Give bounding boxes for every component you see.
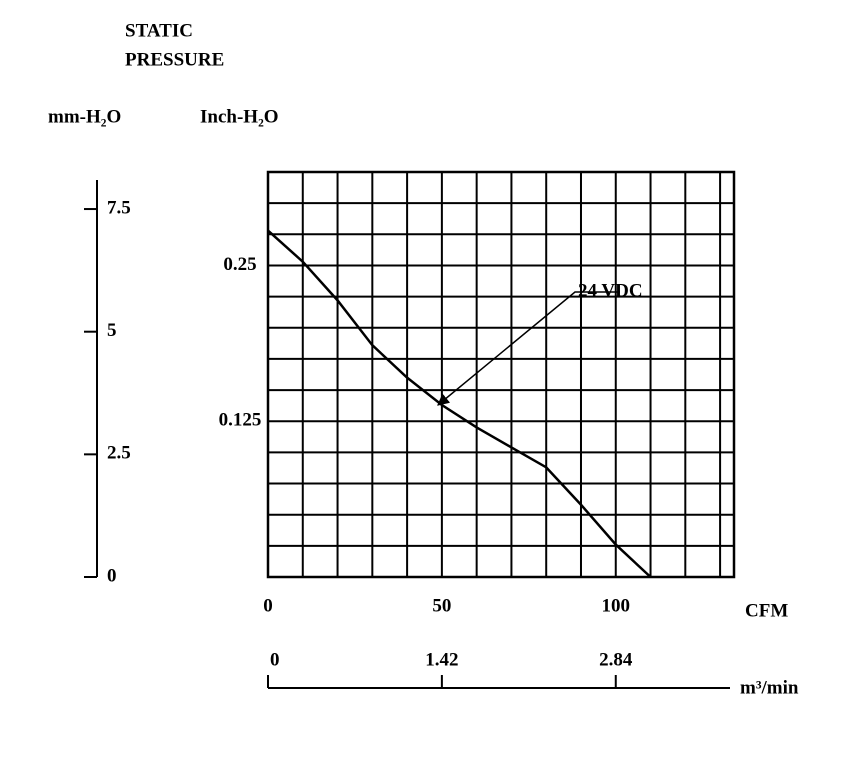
- x-tick-label: 100: [602, 595, 631, 616]
- y2-axis-label: mm-H₂O: [48, 106, 121, 127]
- y-tick-label: 0.125: [219, 410, 262, 431]
- x-tick-label: 50: [432, 595, 451, 616]
- y-tick-label: 0.25: [223, 254, 256, 275]
- y-axis-label: Inch-H₂O: [200, 106, 279, 127]
- x-axis-label: CFM: [745, 600, 788, 621]
- x2-axis-label: m³/min: [740, 677, 799, 698]
- y2-tick-label: 0: [107, 565, 117, 586]
- curve: [267, 229, 652, 578]
- y2-tick-label: 7.5: [107, 197, 131, 218]
- plot-frame: [266, 170, 736, 579]
- title-line: STATIC: [125, 20, 193, 41]
- y2-tick-label: 2.5: [107, 443, 131, 464]
- x2-tick-label: 0: [270, 649, 280, 670]
- x2-tick-label: 2.84: [599, 649, 633, 670]
- annotation: 24 VDC: [578, 280, 643, 301]
- y2-tick-label: 5: [107, 320, 117, 341]
- annotation-arrow: [437, 291, 620, 406]
- x-tick-label: 0: [263, 595, 273, 616]
- title-line: PRESSURE: [125, 49, 224, 70]
- x2-tick-label: 1.42: [425, 649, 458, 670]
